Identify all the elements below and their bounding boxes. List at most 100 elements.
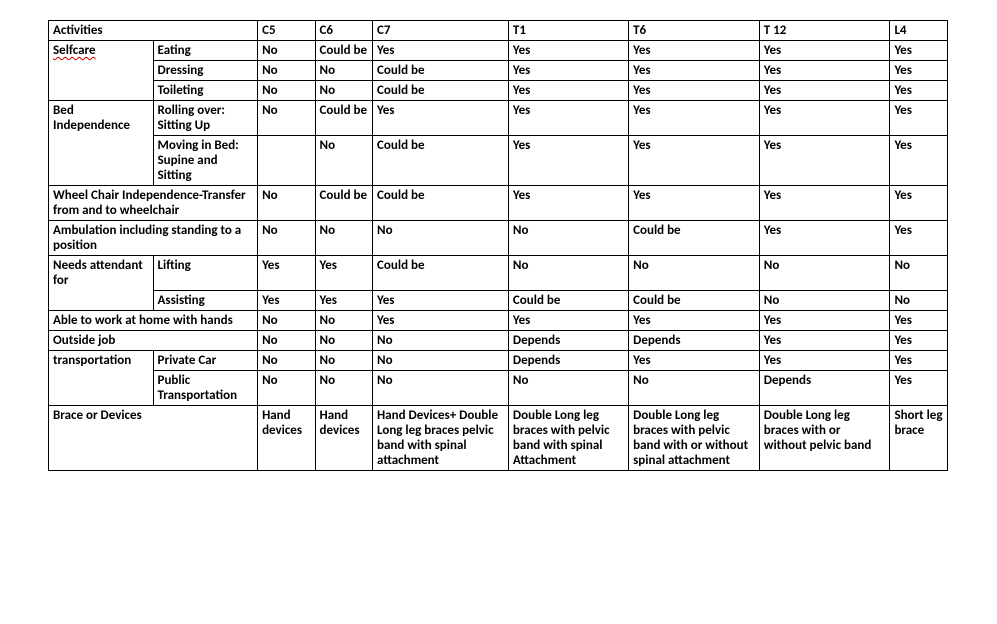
cell: No <box>258 101 315 136</box>
cell: Hand Devices+ Double Long leg braces pel… <box>373 405 509 470</box>
cell: No <box>315 61 372 81</box>
group-outside-job: Outside job <box>49 330 258 350</box>
cell: Yes <box>629 101 760 136</box>
cell: Yes <box>373 101 509 136</box>
cell: Depends <box>508 350 628 370</box>
cell: Could be <box>315 41 372 61</box>
cell: Yes <box>508 310 628 330</box>
cell: Yes <box>373 290 509 310</box>
cell: Yes <box>315 256 372 291</box>
cell: Depends <box>508 330 628 350</box>
cell: No <box>258 81 315 101</box>
cell: Yes <box>759 186 890 221</box>
cell: Yes <box>890 61 948 81</box>
group-continuation <box>49 290 154 310</box>
cell: No <box>629 256 760 291</box>
cell: Yes <box>508 61 628 81</box>
col-c7: C7 <box>373 21 509 41</box>
activity-cell: Private Car <box>153 350 258 370</box>
cell: Yes <box>759 350 890 370</box>
activity-cell: Public Transportation <box>153 370 258 405</box>
cell: Yes <box>890 186 948 221</box>
cell: Yes <box>315 290 372 310</box>
cell: Could be <box>373 256 509 291</box>
group-wheelchair: Wheel Chair Independence-Transfer from a… <box>49 186 258 221</box>
cell: No <box>890 290 948 310</box>
cell: No <box>373 330 509 350</box>
cell: Yes <box>890 370 948 405</box>
cell: Could be <box>629 290 760 310</box>
cell: No <box>508 370 628 405</box>
col-t6: T6 <box>629 21 760 41</box>
functional-table: Activities C5 C6 C7 T1 T6 T 12 L4 Selfca… <box>48 20 948 471</box>
cell: No <box>315 370 372 405</box>
cell: No <box>315 136 372 186</box>
cell: Yes <box>508 41 628 61</box>
cell: No <box>258 330 315 350</box>
cell: No <box>629 370 760 405</box>
group-work-hands: Able to work at home with hands <box>49 310 258 330</box>
cell: Yes <box>759 330 890 350</box>
col-t12: T 12 <box>759 21 890 41</box>
cell: Yes <box>759 101 890 136</box>
cell: Could be <box>373 136 509 186</box>
cell: No <box>258 221 315 256</box>
cell: Yes <box>759 310 890 330</box>
cell: No <box>258 41 315 61</box>
group-needs: Needs attendant for <box>49 256 154 291</box>
cell: No <box>759 290 890 310</box>
col-activities: Activities <box>49 21 258 41</box>
col-c5: C5 <box>258 21 315 41</box>
cell: No <box>315 350 372 370</box>
table-row: Dressing No No Could be Yes Yes Yes Yes <box>49 61 948 81</box>
cell: Yes <box>890 136 948 186</box>
cell <box>258 136 315 186</box>
cell: No <box>508 221 628 256</box>
cell: No <box>258 350 315 370</box>
cell: Hand devices <box>315 405 372 470</box>
cell: No <box>258 310 315 330</box>
table-row: Toileting No No Could be Yes Yes Yes Yes <box>49 81 948 101</box>
group-selfcare: Selfcare <box>49 41 154 61</box>
cell: Yes <box>759 81 890 101</box>
cell: Short leg brace <box>890 405 948 470</box>
cell: Yes <box>759 41 890 61</box>
cell: Hand devices <box>258 405 315 470</box>
cell: No <box>890 256 948 291</box>
table-row: Moving in Bed: Supine and Sitting No Cou… <box>49 136 948 186</box>
cell: No <box>315 310 372 330</box>
cell: No <box>315 81 372 101</box>
cell: Yes <box>629 136 760 186</box>
cell: Yes <box>890 101 948 136</box>
cell: Yes <box>508 136 628 186</box>
cell: Yes <box>629 61 760 81</box>
cell: Yes <box>890 41 948 61</box>
cell: Double Long leg braces with pelvic band … <box>629 405 760 470</box>
table-row: Ambulation including standing to a posit… <box>49 221 948 256</box>
group-bed: Bed Independence <box>49 101 154 136</box>
cell: No <box>315 221 372 256</box>
cell: No <box>258 61 315 81</box>
group-continuation <box>49 61 154 81</box>
activity-cell: Rolling over: Sitting Up <box>153 101 258 136</box>
cell: Double Long leg braces with or without p… <box>759 405 890 470</box>
cell: Yes <box>508 81 628 101</box>
cell: Yes <box>890 81 948 101</box>
cell: Could be <box>373 186 509 221</box>
table-row: Public Transportation No No No No No Dep… <box>49 370 948 405</box>
cell: Depends <box>759 370 890 405</box>
cell: Yes <box>759 136 890 186</box>
cell: Yes <box>759 61 890 81</box>
group-brace: Brace or Devices <box>49 405 258 470</box>
table-row: Able to work at home with hands No No Ye… <box>49 310 948 330</box>
cell: Could be <box>315 101 372 136</box>
cell: No <box>258 370 315 405</box>
table-row: Bed Independence Rolling over: Sitting U… <box>49 101 948 136</box>
cell: No <box>759 256 890 291</box>
cell: Yes <box>373 41 509 61</box>
col-l4: L4 <box>890 21 948 41</box>
cell: Yes <box>629 81 760 101</box>
cell: Yes <box>373 310 509 330</box>
col-t1: T1 <box>508 21 628 41</box>
table-row: Assisting Yes Yes Yes Could be Could be … <box>49 290 948 310</box>
